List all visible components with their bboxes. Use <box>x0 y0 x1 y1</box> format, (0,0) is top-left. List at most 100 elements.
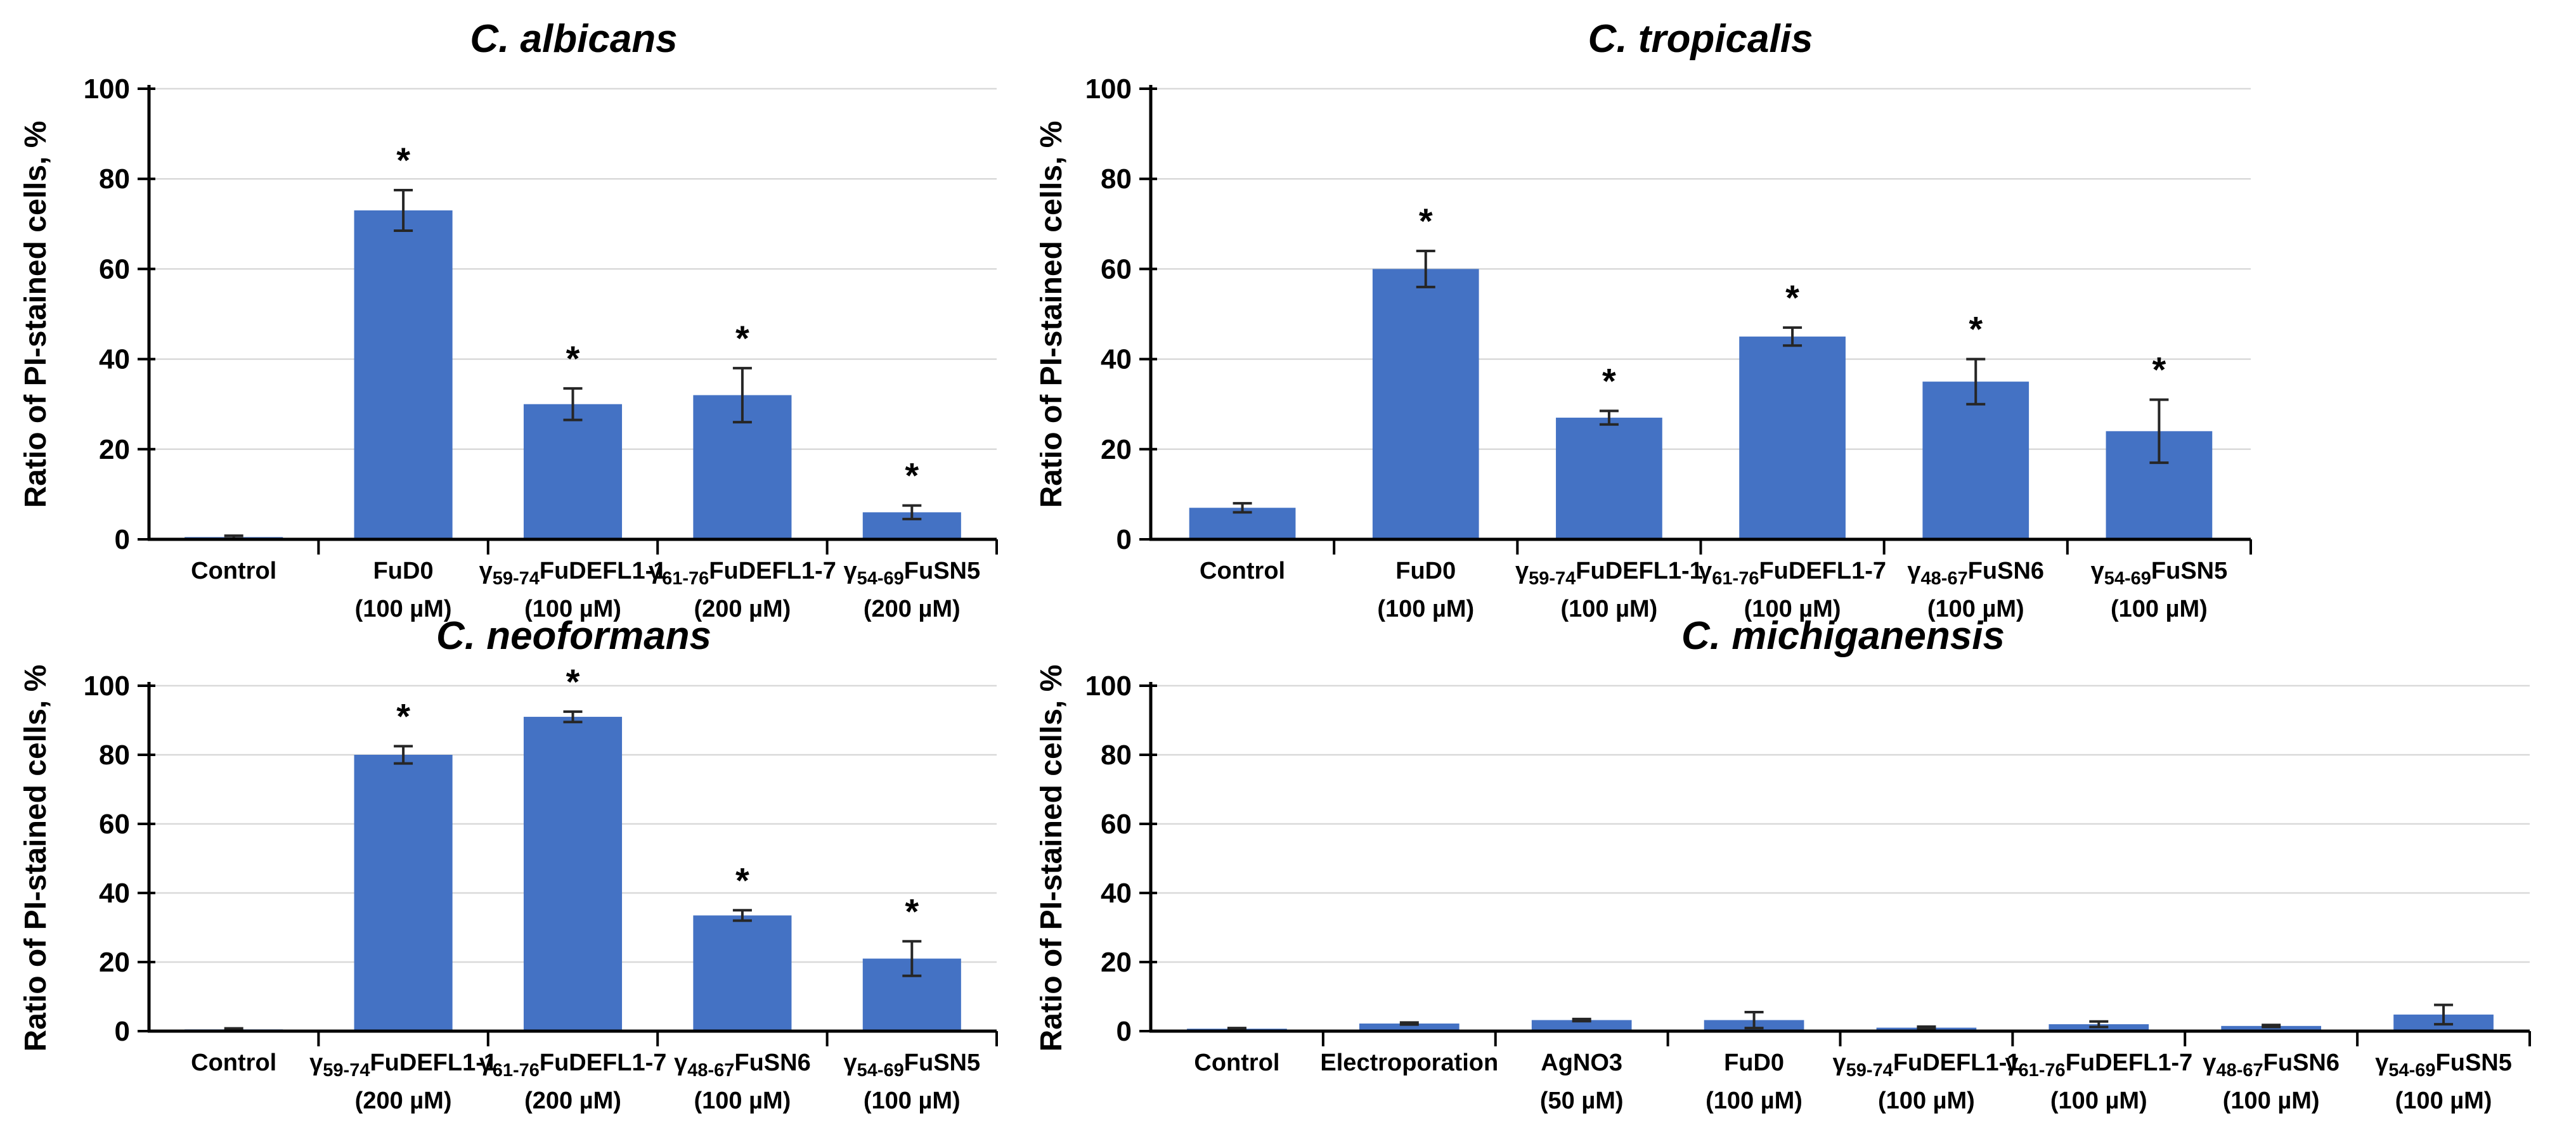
y-tick-label: 40 <box>1101 344 1132 375</box>
category-label: γ54-69FuSN5 <box>843 558 980 589</box>
y-tick-label: 60 <box>99 809 130 840</box>
category-label: AgNO3 <box>1541 1050 1622 1076</box>
significance-asterisk: * <box>1785 278 1799 318</box>
bar <box>1739 337 1846 539</box>
significance-asterisk: * <box>1602 361 1616 401</box>
y-tick-label: 60 <box>99 254 130 285</box>
y-tick-label: 80 <box>1101 740 1132 771</box>
significance-asterisk: * <box>735 860 749 900</box>
category-label: γ59-74FuDEFL1-1 <box>1515 558 1703 589</box>
y-tick-label: 100 <box>1085 74 1132 105</box>
y-tick-label: 20 <box>1101 947 1132 978</box>
category-dose-label: (200 µM) <box>524 1088 621 1114</box>
bar <box>1556 418 1662 539</box>
y-tick-label: 0 <box>1116 1016 1132 1047</box>
category-dose-label: (200 µM) <box>694 596 791 622</box>
category-dose-label: (100 µM) <box>524 596 621 622</box>
y-tick-label: 40 <box>99 344 130 375</box>
y-tick-label: 20 <box>99 434 130 465</box>
category-label: γ61-76FuDEFL1-7 <box>649 558 836 589</box>
plot-area: * * * * 0 20 40 60 80 100 Control FuD0 (100 µM) γ59-7… <box>84 74 998 622</box>
category-dose-label: (200 µM) <box>864 596 961 622</box>
c-neoformans-plot-svg: C. neoformans Ratio of PI-stained cells,… <box>19 614 998 1114</box>
chart-title: C. albicans <box>470 17 677 61</box>
significance-asterisk: * <box>396 696 410 736</box>
category-label: γ54-69FuSN5 <box>843 1050 980 1081</box>
category-dose-label: (100 µM) <box>1927 596 2024 622</box>
bar <box>2221 1025 2322 1031</box>
y-axis-label: Ratio of PI-stained cells, % <box>19 121 53 508</box>
y-tick-label: 80 <box>99 164 130 195</box>
category-label: FuD0 <box>373 558 434 584</box>
category-dose-label: (100 µM) <box>355 596 452 622</box>
category-label: γ59-74FuDEFL1-1 <box>309 1050 497 1081</box>
y-tick-label: 20 <box>1101 434 1132 465</box>
bar <box>693 915 792 1031</box>
y-tick-label: 0 <box>115 524 130 555</box>
category-label: Control <box>191 1050 276 1076</box>
category-label: γ54-69FuSN5 <box>2375 1050 2512 1081</box>
category-label: Control <box>1194 1050 1279 1076</box>
bar <box>523 717 623 1031</box>
significance-asterisk: * <box>1969 309 1983 349</box>
y-tick-label: 20 <box>99 947 130 978</box>
category-dose-label: (100 µM) <box>1878 1088 1975 1114</box>
chart-c-neoformans: C. neoformans Ratio of PI-stained cells,… <box>13 603 1002 1128</box>
significance-asterisk: * <box>396 140 410 180</box>
category-label: FuD0 <box>1395 558 1456 584</box>
bar <box>523 404 623 539</box>
category-label: Electroporation <box>1320 1050 1498 1076</box>
category-label: Control <box>1200 558 1285 584</box>
plot-area: * * * * * 0 20 40 60 80 100 Control FuD0 (100 µM) γ59-… <box>1085 74 2252 622</box>
c-albicans-plot-svg: C. albicans Ratio of PI-stained cells, %… <box>19 17 998 622</box>
y-tick-label: 60 <box>1101 254 1132 285</box>
c-tropicalis-plot-svg: C. tropicalis Ratio of PI-stained cells,… <box>1040 17 2252 622</box>
y-tick-label: 40 <box>99 878 130 909</box>
chart-title: C. michiganensis <box>1681 614 2005 658</box>
category-dose-label: (100 µM) <box>1377 596 1474 622</box>
significance-asterisk: * <box>905 456 919 496</box>
category-dose-label: (100 µM) <box>2050 1088 2147 1114</box>
chart-c-michiganensis: C. michiganensis Ratio of PI-stained cel… <box>1040 603 2549 1128</box>
category-dose-label: (100 µM) <box>1705 1088 1803 1114</box>
category-dose-label: (100 µM) <box>2223 1088 2320 1114</box>
bar <box>1531 1020 1632 1031</box>
category-dose-label: (100 µM) <box>864 1088 961 1114</box>
chart-title: C. neoformans <box>436 614 711 658</box>
bar <box>1922 382 2029 539</box>
y-axis-label: Ratio of PI-stained cells, % <box>1040 121 1068 508</box>
c-michiganensis-plot-svg: C. michiganensis Ratio of PI-stained cel… <box>1040 614 2531 1114</box>
plot-area: 0 20 40 60 80 100 Control Electroporation AgNO3 (… <box>1085 671 2531 1114</box>
y-tick-label: 80 <box>1101 164 1132 195</box>
category-label: γ61-76FuDEFL1-7 <box>1699 558 1886 589</box>
category-label: γ59-74FuDEFL1-1 <box>479 558 667 589</box>
y-tick-label: 40 <box>1101 878 1132 909</box>
category-label: FuD0 <box>1724 1050 1784 1076</box>
category-dose-label: (100 µM) <box>694 1088 791 1114</box>
y-tick-label: 100 <box>1085 671 1132 702</box>
y-tick-label: 80 <box>99 740 130 771</box>
y-tick-label: 0 <box>1116 524 1132 555</box>
category-label: Control <box>191 558 276 584</box>
category-label: γ59-74FuDEFL1-1 <box>1833 1050 2021 1081</box>
category-label: γ48-67FuSN6 <box>674 1050 811 1081</box>
chart-c-albicans: C. albicans Ratio of PI-stained cells, %… <box>13 4 1002 628</box>
bar <box>1359 1024 1460 1031</box>
category-dose-label: (100 µM) <box>2111 596 2208 622</box>
bar <box>354 210 453 540</box>
y-tick-label: 100 <box>84 74 130 105</box>
category-label: γ61-76FuDEFL1-7 <box>2005 1050 2192 1081</box>
significance-asterisk: * <box>2152 350 2166 390</box>
y-axis-label: Ratio of PI-stained cells, % <box>19 665 53 1052</box>
category-label: γ48-67FuSN6 <box>2203 1050 2340 1081</box>
category-dose-label: (200 µM) <box>355 1088 452 1114</box>
category-label: γ48-67FuSN6 <box>1907 558 2044 589</box>
category-label: γ54-69FuSN5 <box>2091 558 2228 589</box>
significance-asterisk: * <box>1419 201 1433 241</box>
category-dose-label: (100 µM) <box>1561 596 1658 622</box>
chart-c-tropicalis: C. tropicalis Ratio of PI-stained cells,… <box>1040 4 2257 628</box>
significance-asterisk: * <box>905 891 919 931</box>
significance-asterisk: * <box>566 662 580 702</box>
category-dose-label: (100 µM) <box>1744 596 1841 622</box>
y-tick-label: 60 <box>1101 809 1132 840</box>
